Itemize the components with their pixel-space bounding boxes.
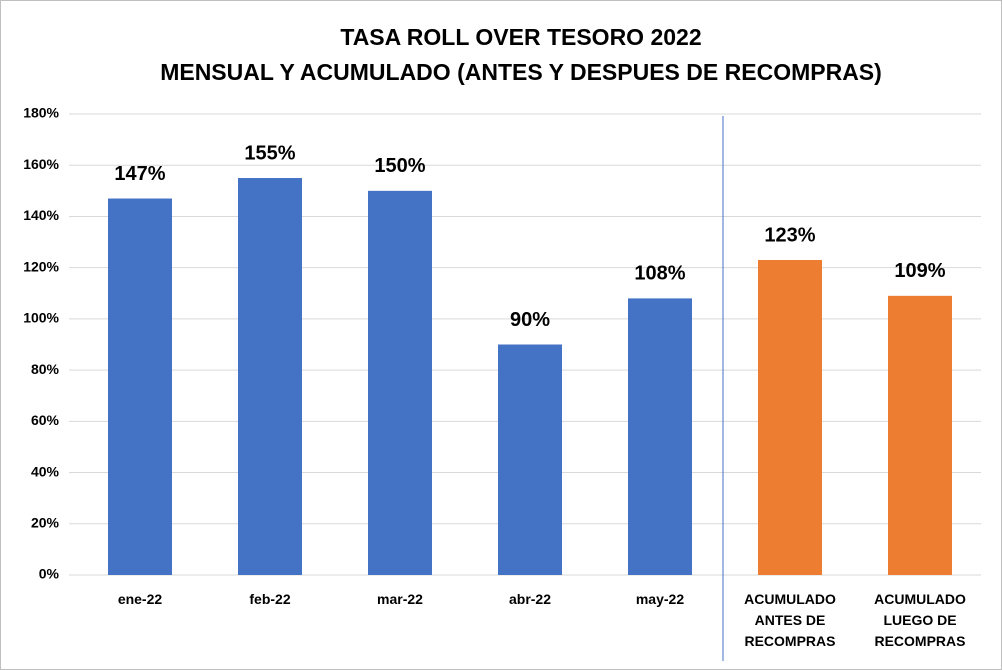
- x-tick-label: ene-22: [117, 591, 163, 607]
- y-tick-label: 140%: [23, 207, 59, 223]
- value-label: 150%: [374, 155, 425, 177]
- value-label: 90%: [510, 309, 550, 331]
- y-tick-label: 20%: [31, 514, 60, 530]
- value-label: 147%: [114, 163, 165, 185]
- x-tick-label: may-22: [635, 591, 685, 607]
- bar: [888, 295, 952, 575]
- value-label: 108%: [634, 263, 685, 285]
- y-tick-label: 160%: [23, 156, 59, 172]
- bar: [628, 298, 692, 575]
- bar: [108, 198, 172, 575]
- bar: [368, 190, 432, 576]
- y-tick-label: 60%: [31, 412, 60, 428]
- value-label: 123%: [764, 224, 815, 246]
- y-tick-label: 180%: [23, 105, 59, 121]
- y-tick-label: 80%: [31, 361, 60, 377]
- bar: [238, 178, 302, 575]
- value-label: 109%: [894, 260, 945, 282]
- bar: [498, 344, 562, 575]
- bar: [758, 259, 822, 575]
- chart-subtitle: MENSUAL Y ACUMULADO (ANTES Y DESPUES DE …: [160, 59, 882, 85]
- x-tick-label: ACUMULADO LUEGO DE RECOMPRAS: [874, 591, 966, 649]
- y-tick-label: 40%: [31, 463, 60, 479]
- y-tick-label: 0%: [39, 566, 60, 582]
- x-tick-label: mar-22: [377, 591, 423, 607]
- y-tick-label: 100%: [23, 310, 59, 326]
- value-label: 155%: [244, 142, 295, 164]
- y-tick-label: 120%: [23, 258, 59, 274]
- x-tick-label: abr-22: [508, 591, 552, 607]
- x-tick-label: feb-22: [249, 591, 291, 607]
- x-tick-label: ACUMULADO ANTES DE RECOMPRAS: [744, 591, 836, 649]
- chart-title: TASA ROLL OVER TESORO 2022: [340, 24, 701, 50]
